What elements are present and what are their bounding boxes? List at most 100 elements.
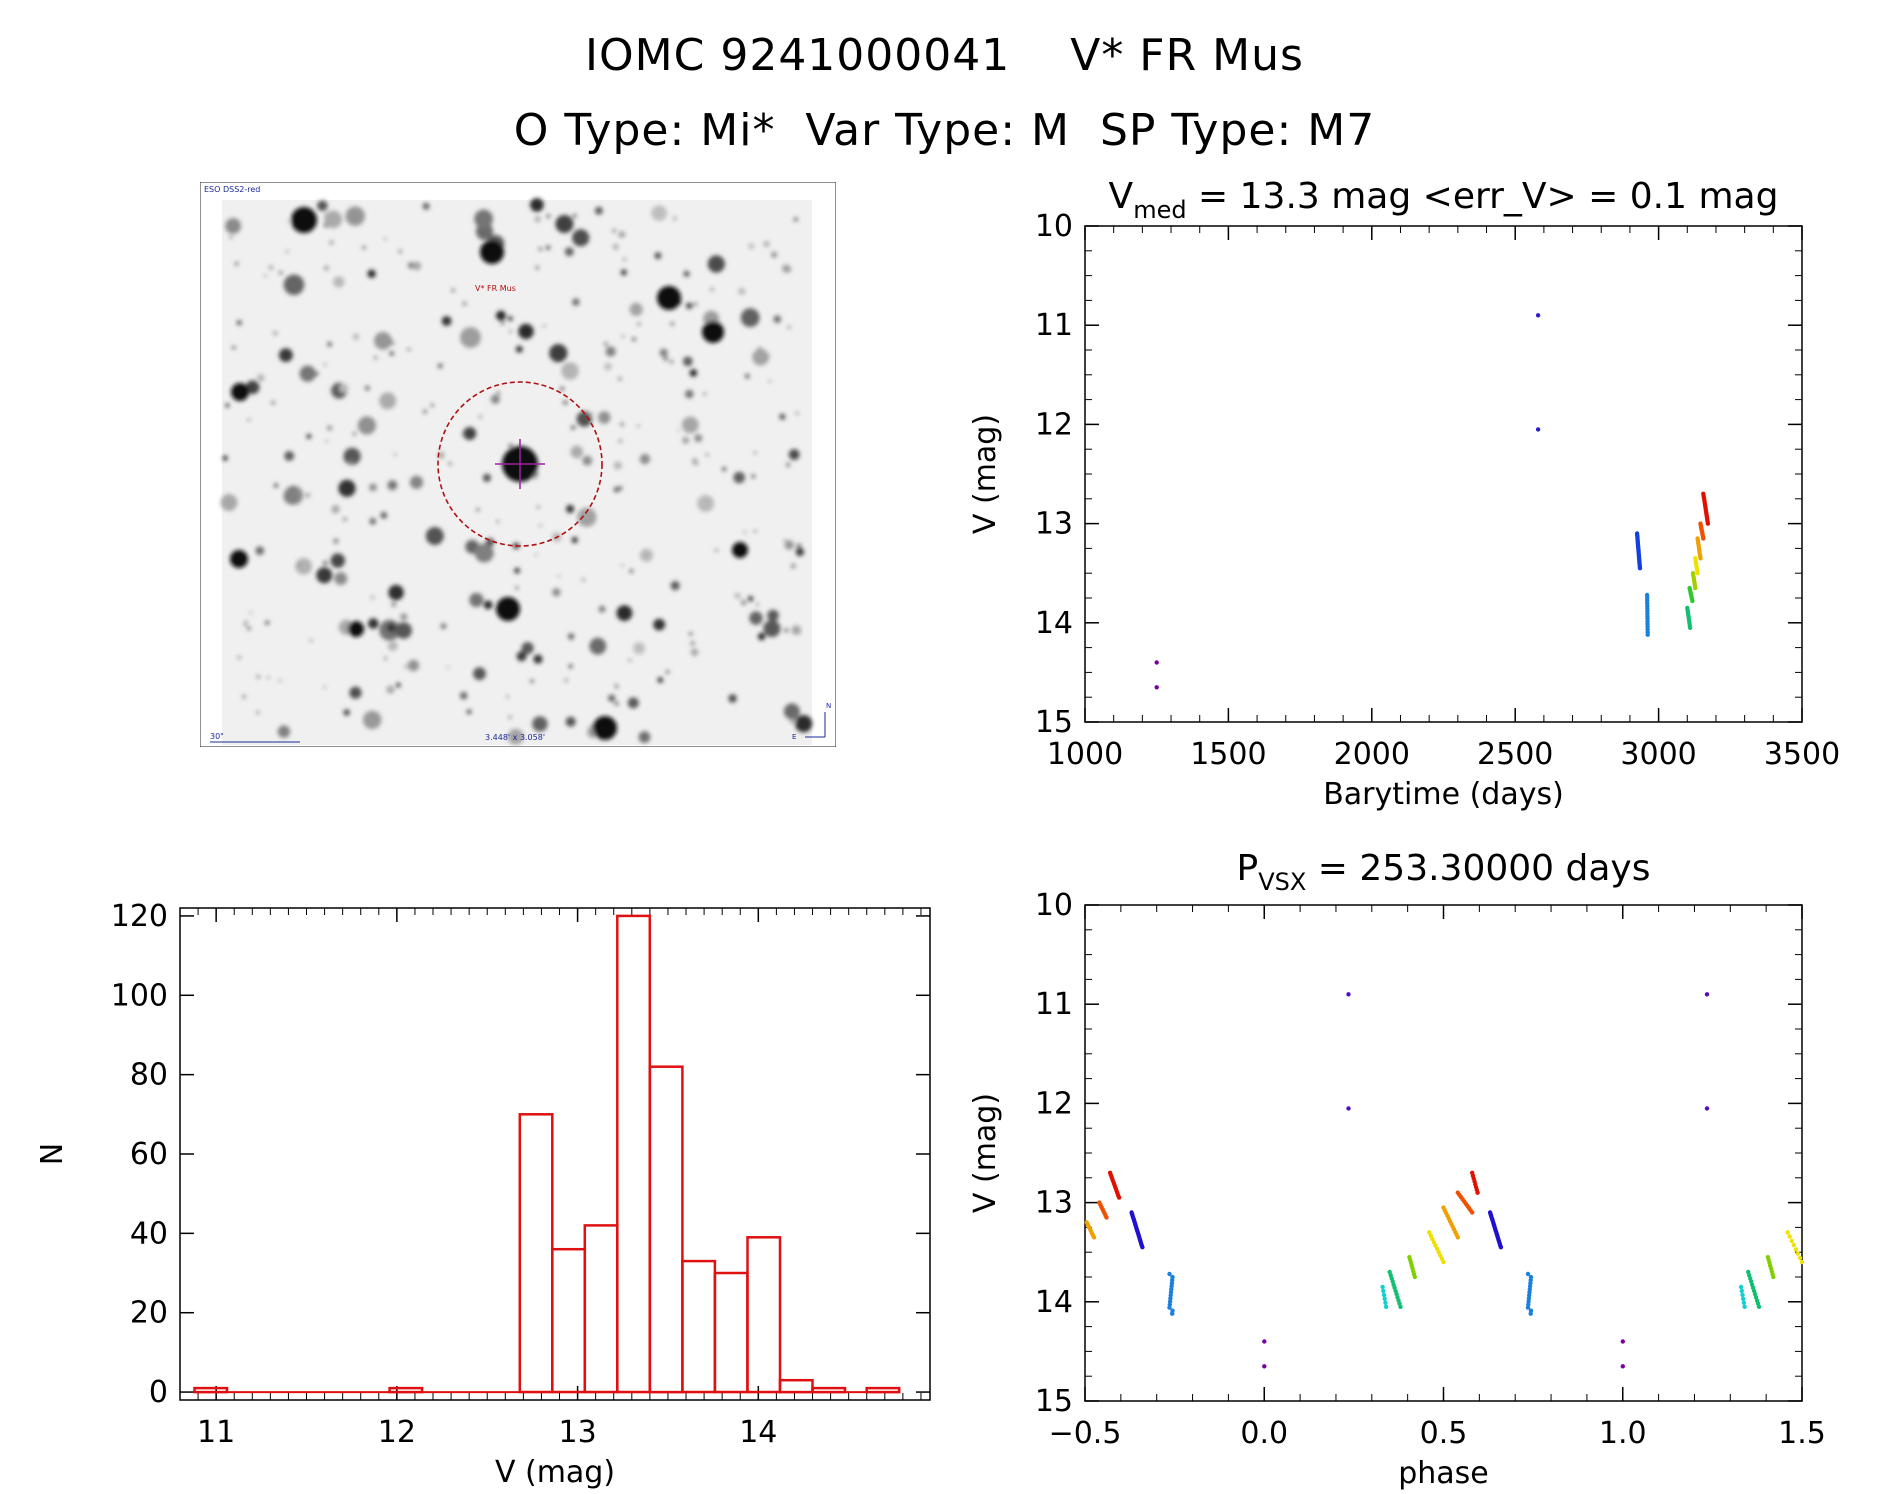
star-dot	[393, 453, 397, 457]
light-curve-chart: Vmed = 13.3 mag <err_V> = 0.1 mag 1000 150…	[968, 176, 1840, 812]
x-axis-label: Barytime (days)	[1323, 777, 1564, 812]
star-dot	[362, 246, 366, 249]
star-dot	[395, 682, 401, 688]
histogram-bar	[778, 1378, 814, 1394]
data-point	[1154, 685, 1159, 690]
star-dot	[659, 348, 668, 357]
data-point	[1789, 1238, 1794, 1244]
star-dot	[515, 586, 519, 590]
star-dot	[612, 229, 616, 233]
data-point	[1412, 1274, 1417, 1280]
histogram-bar	[681, 1259, 717, 1394]
star-dot	[507, 728, 524, 745]
star-dot	[613, 486, 620, 493]
star-dot	[568, 664, 573, 669]
data-point	[1104, 1215, 1109, 1220]
bright-star-dot	[231, 383, 249, 401]
histogram-bar	[713, 1271, 749, 1394]
star-dot	[613, 461, 622, 470]
data-point	[1262, 1364, 1267, 1369]
star-dot	[295, 558, 312, 575]
y-tick-label: 20	[130, 1296, 168, 1331]
data-point	[1741, 1300, 1747, 1305]
star-dot	[546, 214, 551, 218]
star-dot	[379, 392, 397, 410]
star-dot	[530, 198, 544, 212]
star-dot	[788, 449, 800, 460]
y-tick-label: 10	[1035, 209, 1073, 244]
star-dot	[581, 578, 585, 582]
target-label: V* FR Mus	[475, 284, 516, 293]
data-point	[1436, 1250, 1441, 1255]
data-point	[1797, 1255, 1803, 1261]
bright-star-dot	[702, 321, 724, 343]
star-dot	[782, 264, 791, 273]
star-dot	[783, 538, 787, 542]
x-tick-label: 13	[558, 1415, 596, 1450]
star-dot	[651, 205, 667, 221]
star-dot	[388, 584, 404, 601]
data-point	[1438, 1253, 1443, 1258]
star-dot	[694, 302, 698, 306]
star-dot	[561, 362, 579, 380]
star-dot	[263, 273, 267, 278]
y-axis-label: V (mag)	[968, 1093, 1003, 1213]
star-dot	[496, 520, 500, 524]
star-dot	[722, 467, 726, 471]
data-point	[1791, 1242, 1796, 1248]
data-point	[1637, 566, 1643, 571]
star-dot	[689, 632, 693, 636]
star-dot	[220, 494, 238, 511]
star-dot	[430, 403, 434, 407]
star-dot	[689, 369, 698, 377]
chart-title-line1: IOMC 9241000041 V* FR Mus	[585, 30, 1304, 81]
star-dot	[441, 316, 452, 326]
star-dot	[627, 697, 639, 709]
star-dot	[670, 360, 673, 364]
star-dot	[751, 474, 755, 478]
star-dot	[323, 363, 327, 367]
star-dot	[474, 543, 494, 563]
star-dot	[506, 695, 510, 699]
star-dot	[368, 618, 379, 629]
star-dot	[462, 301, 467, 306]
data-point	[1140, 1245, 1145, 1250]
star-dot	[570, 425, 576, 430]
x-tick-label: 0.0	[1240, 1416, 1288, 1451]
star-dot	[225, 403, 230, 408]
star-dot	[247, 626, 251, 630]
star-dot	[387, 641, 398, 652]
scale-label: 30"	[210, 732, 224, 741]
star-dot	[266, 676, 270, 680]
star-dot	[614, 701, 619, 706]
star-dot	[598, 605, 606, 613]
data-point	[1475, 1190, 1480, 1195]
star-dot	[437, 452, 445, 459]
star-dot	[463, 427, 477, 440]
data-point	[1785, 1230, 1790, 1235]
star-dot	[796, 543, 802, 549]
star-dot	[576, 411, 592, 427]
star-dot	[395, 622, 412, 639]
star-dot	[331, 505, 340, 514]
star-dot	[521, 642, 534, 655]
north-label: N	[826, 702, 831, 710]
star-dot	[743, 530, 747, 534]
data-point	[1470, 1210, 1475, 1215]
data-point	[1795, 1251, 1801, 1256]
data-point	[1455, 1235, 1460, 1240]
data-point	[1116, 1195, 1122, 1200]
star-dot	[462, 432, 466, 436]
data-point	[1381, 1292, 1387, 1298]
star-dot	[271, 401, 275, 405]
star-dot	[639, 548, 653, 562]
star-dot	[533, 654, 543, 664]
histogram-bars	[193, 914, 901, 1394]
star-dot	[283, 274, 305, 296]
histogram-bar	[388, 1386, 424, 1394]
star-dot	[322, 685, 327, 689]
star-dot	[306, 434, 312, 439]
compass-icon	[805, 712, 826, 738]
data-point	[1427, 1230, 1432, 1235]
x-tick-label: 11	[197, 1415, 235, 1450]
